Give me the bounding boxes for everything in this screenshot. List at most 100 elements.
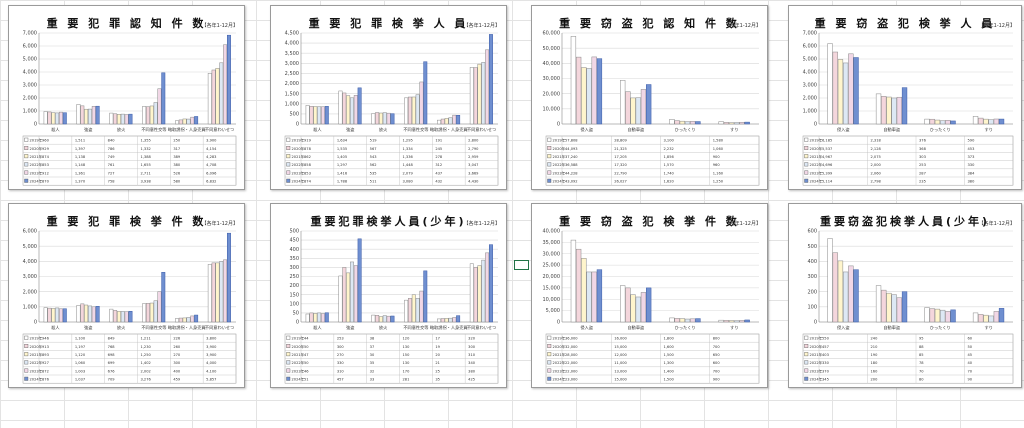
chart-card[interactable]: 重 要 窃 盗 犯 検 挙 人 員【各年1-12月】 0 1,000 2,000 3,0… <box>788 5 1022 190</box>
y-tick-label: 35,000 <box>543 240 561 246</box>
legend-year: 2021年 <box>810 352 823 357</box>
legend-swatch <box>547 335 552 340</box>
table-cell: 1,570 <box>664 163 675 167</box>
table-cell: 4,708 <box>206 163 217 167</box>
table-cell: 1,355 <box>141 139 151 143</box>
bar <box>113 113 118 125</box>
legend-year: 2022年 <box>292 162 305 167</box>
bar-chart: 0 1,000 2,000 3,000 4,000 5,000 6,000 7,000 侵入盗 自… <box>803 31 1014 186</box>
y-tick-label: 2,500 <box>285 71 299 77</box>
table-cell: 1,120 <box>75 353 86 357</box>
chart-card[interactable]: 重要窃盗犯検挙人員(少年) 【各年1-12月】 0 100 200 300 400 500 60… <box>788 203 1022 388</box>
table-cell: 3,900 <box>206 353 217 357</box>
bar <box>993 118 999 125</box>
table-cell: 37,240 <box>565 155 578 159</box>
bar <box>998 308 1005 323</box>
legend-year: 2020年 <box>810 146 823 151</box>
table-cell: 1,211 <box>141 337 151 341</box>
bar <box>437 119 441 125</box>
y-tick-label: 50 <box>293 311 299 317</box>
chart-card[interactable]: 重 要 犯 罪 認 知 件 数【各年1-12月】 0 1,000 2,000 3,000… <box>8 5 245 190</box>
bar <box>739 121 745 125</box>
table-cell: 270 <box>337 353 345 357</box>
table-cell: 278 <box>435 155 443 159</box>
chart-card[interactable]: 重要犯罪検挙人員(少年) 【各年1-12月】 0 50 100 150 200 250 300 3… <box>270 203 507 388</box>
table-cell: 303 <box>919 155 926 159</box>
bar <box>62 308 67 323</box>
y-tick-label: 10,000 <box>543 297 561 303</box>
bar-chart: 0 500 1,000 1,500 2,000 2,500 3,000 3,500 4,000 4… <box>285 31 499 186</box>
bar <box>723 320 730 323</box>
table-cell: 200 <box>871 378 879 382</box>
bar <box>581 67 587 125</box>
legend-year: 2019年 <box>553 138 566 143</box>
legend-year: 2024年 <box>30 179 43 184</box>
table-cell: 253 <box>919 163 926 167</box>
chart-card[interactable]: 重 要 犯 罪 検 挙 件 数【各年1-12月】 0 1,000 2,000 3,000… <box>8 203 245 388</box>
bar <box>591 56 597 125</box>
bar <box>324 312 329 323</box>
legend-year: 2023年 <box>30 368 43 373</box>
bar <box>934 119 941 125</box>
table-cell: 1,788 <box>337 180 348 184</box>
table-cell: 870 <box>42 180 50 184</box>
table-cell: 1,400 <box>664 369 675 373</box>
legend-swatch <box>286 360 291 365</box>
bar <box>320 106 325 125</box>
legend-year: 2022年 <box>810 360 823 365</box>
table-cell: 432 <box>435 180 442 184</box>
chart-card[interactable]: 重 要 窃 盗 犯 認 知 件 数【各年1-12月】 0 10,000 20,000 3… <box>531 5 768 190</box>
legend-year: 2020年 <box>810 344 823 349</box>
table-cell: 15,000 <box>614 345 627 349</box>
bar <box>690 121 696 125</box>
bar <box>695 121 701 125</box>
table-cell: 6,832 <box>206 180 216 184</box>
y-tick-label: 30,000 <box>543 76 561 82</box>
y-tick-label: 2,000 <box>23 289 37 295</box>
y-tick-label: 7,000 <box>803 31 817 37</box>
table-cell: 11,000 <box>614 361 627 365</box>
category-label: 不同意わいせつ <box>467 126 496 133</box>
bar <box>80 105 85 125</box>
y-tick-label: 0 <box>814 320 817 326</box>
legend-year: 2024年 <box>292 377 305 382</box>
chart-card[interactable]: 重 要 窃 盗 犯 検 挙 件 数【各年1-12月】 0 5,000 10,000 15… <box>531 203 768 388</box>
bar <box>76 104 81 125</box>
active-cell[interactable] <box>514 260 529 270</box>
bar <box>586 68 592 125</box>
bar <box>411 96 416 125</box>
bar <box>843 62 849 125</box>
table-cell: 47 <box>304 353 309 357</box>
table-cell: 21 <box>435 361 440 365</box>
category-label: 不同意性交等 <box>141 126 166 133</box>
legend-swatch <box>804 368 809 373</box>
table-cell: 4,100 <box>206 369 217 373</box>
bar <box>674 318 680 323</box>
legend-swatch <box>804 170 809 175</box>
chart-card[interactable]: 重 要 犯 罪 検 挙 人 員【各年1-12月】 0 500 1,000 1,500 2,… <box>270 5 507 190</box>
table-cell: 453 <box>968 147 975 151</box>
table-cell: 3,800 <box>206 337 217 341</box>
legend-swatch <box>547 154 552 159</box>
bar <box>437 318 441 323</box>
bar <box>124 114 129 125</box>
y-tick-label: 0 <box>557 320 560 326</box>
y-tick-label: 3,000 <box>285 61 299 67</box>
legend-year: 2021年 <box>30 352 43 357</box>
bar <box>157 88 162 125</box>
legend-swatch <box>24 376 29 381</box>
bar <box>223 44 228 125</box>
category-label: 略取誘拐・人身売買 <box>168 324 206 331</box>
table-cell: 2,000 <box>871 163 882 167</box>
bar <box>186 317 191 323</box>
bar <box>178 317 183 323</box>
bar <box>95 105 100 125</box>
legend-year: 2024年 <box>810 179 823 184</box>
y-tick-label: 350 <box>289 256 299 262</box>
y-tick-label: 500 <box>289 229 299 235</box>
table-cell: 312 <box>435 163 442 167</box>
bar <box>113 310 118 323</box>
table-cell: 270 <box>173 353 181 357</box>
bar <box>945 120 951 125</box>
bar <box>95 306 100 323</box>
